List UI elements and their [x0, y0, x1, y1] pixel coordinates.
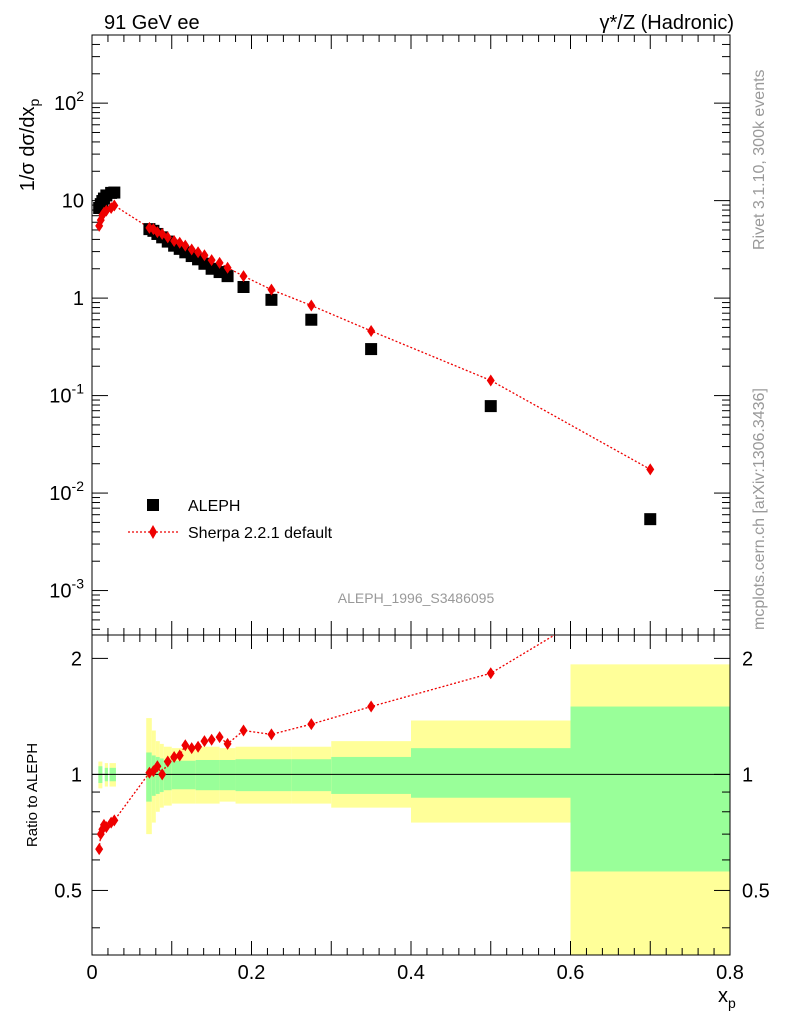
- aleph-point: [108, 186, 121, 199]
- sherpa-point: [367, 324, 376, 337]
- main-ytick-label: 10-1: [49, 381, 84, 408]
- band-inner: [291, 759, 332, 792]
- aleph-point: [644, 513, 657, 526]
- main-ytick-label: 10-3: [49, 576, 84, 603]
- ratio-ytick-label-right: 2: [742, 648, 753, 670]
- sherpa-point: [307, 299, 316, 312]
- ratio-point: [175, 749, 184, 762]
- sherpa-point: [207, 254, 216, 267]
- xlabel: xp: [718, 985, 736, 1011]
- data-markers: [93, 186, 657, 526]
- ratio-point: [267, 728, 276, 741]
- ratio-point: [95, 843, 104, 856]
- aleph-point: [221, 270, 234, 283]
- sherpa-point: [110, 199, 119, 212]
- ratio-point: [200, 735, 209, 748]
- main-ytick-label: 10-2: [49, 478, 84, 505]
- legend-marker-aleph: [147, 499, 159, 511]
- ratio-ytick-label-right: 1: [742, 764, 753, 786]
- svg-text:1/σ dσ/dxp: 1/σ dσ/dxp: [17, 99, 42, 192]
- xlabel-sub: p: [728, 995, 736, 1011]
- sherpa-point: [163, 231, 172, 244]
- ratio-xtick-label: 0.4: [397, 962, 425, 984]
- ratio-xtick-label: 0: [86, 962, 97, 984]
- mc-markers: [95, 199, 655, 476]
- ratio-point: [163, 755, 172, 768]
- header-right: γ*/Z (Hadronic): [600, 12, 734, 34]
- main-ylabel-text: 1/σ dσ/dx: [17, 107, 39, 192]
- header-left: 91 GeV ee: [104, 12, 200, 34]
- ratio-bands: [98, 664, 730, 955]
- sherpa-point: [194, 246, 203, 259]
- ratio-point: [181, 739, 190, 752]
- ratio-point: [239, 724, 248, 737]
- rivet-info: Rivet 3.1.10, 300k events: [751, 69, 768, 250]
- band-inner: [331, 756, 411, 794]
- aleph-point: [179, 246, 192, 259]
- legend-label-sherpa: Sherpa 2.2.1 default: [188, 525, 333, 542]
- ratio-point: [158, 768, 167, 781]
- band-inner: [163, 759, 172, 791]
- ratio-axes: 0.5 0.5 1 1 2 2 0 0.2 0.4 0.6 0.8: [54, 634, 770, 984]
- legend-marker-sherpa: [149, 525, 157, 539]
- legend-label-aleph: ALEPH: [188, 498, 240, 515]
- sherpa-point: [486, 374, 495, 387]
- ratio-ytick-label-left: 1: [71, 764, 82, 786]
- ratio-point: [110, 814, 119, 827]
- main-ytick-label: 1: [73, 288, 84, 310]
- ratio-point: [194, 740, 203, 753]
- band-inner: [411, 748, 571, 798]
- main-frame: [91, 34, 731, 636]
- main-axes: 10-3 10-2 10-1 1 10 102: [49, 34, 731, 636]
- band-inner: [195, 759, 220, 791]
- ratio-point: [486, 667, 495, 680]
- band-inner: [235, 759, 292, 792]
- band-inner: [155, 756, 160, 794]
- ratio-point: [170, 750, 179, 763]
- band-inner: [219, 759, 236, 791]
- sherpa-point: [181, 239, 190, 252]
- ratio-xtick-label: 0.2: [238, 962, 266, 984]
- ratio-point: [215, 731, 224, 744]
- ratio-ytick-label-right: 0.5: [742, 880, 770, 902]
- ratio-markers: [95, 634, 555, 856]
- band-inner: [570, 706, 730, 872]
- sherpa-point: [200, 249, 209, 262]
- aleph-point: [365, 343, 378, 356]
- ratio-point: [153, 760, 162, 773]
- mcplots-info: mcplots.cern.ch [arXiv:1306.3436]: [751, 388, 768, 630]
- main-ytick-label: 102: [54, 88, 84, 115]
- sherpa-point: [223, 261, 232, 274]
- ratio-xtick-label: 0.6: [557, 962, 585, 984]
- legend: ALEPH Sherpa 2.2.1 default: [128, 498, 333, 542]
- aleph-point: [237, 280, 250, 293]
- ratio-ytick-label-left: 2: [71, 648, 82, 670]
- sherpa-point: [187, 243, 196, 256]
- aleph-point: [305, 313, 318, 326]
- aleph-point: [265, 293, 278, 306]
- xlabel-text: x: [718, 985, 728, 1007]
- sherpa-point: [170, 235, 179, 248]
- sherpa-point: [267, 283, 276, 296]
- aleph-point: [484, 400, 497, 413]
- sherpa-point: [215, 256, 224, 269]
- main-ylabel: 1/σ dσ/dxp: [17, 99, 42, 192]
- ratio-ylabel: Ratio to ALEPH: [24, 743, 41, 847]
- main-ylabel-sub: p: [26, 99, 42, 107]
- ratio-point: [223, 737, 232, 750]
- ratio-point: [307, 718, 316, 731]
- ratio-point: [207, 733, 216, 746]
- analysis-id: ALEPH_1996_S3486095: [338, 590, 495, 606]
- main-ytick-label: 10: [62, 191, 84, 213]
- ratio-point: [187, 742, 196, 755]
- ratio-point: [367, 700, 376, 713]
- ratio-ytick-label-left: 0.5: [54, 880, 82, 902]
- ratio-xtick-label: 0.8: [716, 962, 744, 984]
- sherpa-point: [239, 270, 248, 283]
- band-inner: [171, 760, 196, 790]
- sherpa-point: [646, 463, 655, 476]
